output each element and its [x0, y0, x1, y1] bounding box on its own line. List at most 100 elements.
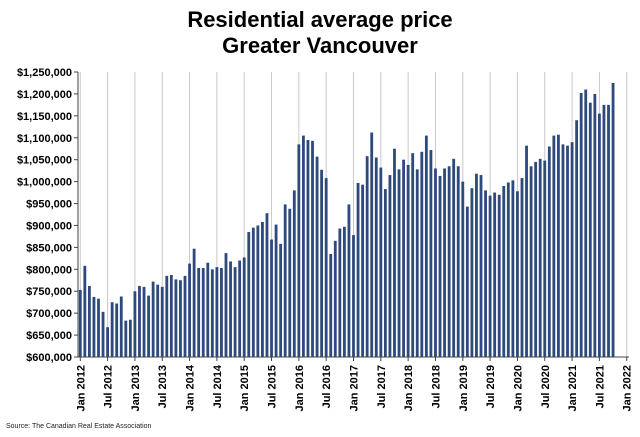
bar: [461, 181, 465, 357]
bar: [183, 275, 187, 357]
bar: [165, 275, 169, 357]
bar: [415, 169, 419, 357]
bar: [324, 178, 328, 357]
bar: [83, 265, 87, 357]
bar: [593, 93, 597, 358]
bar: [229, 261, 232, 357]
bar: [147, 295, 150, 357]
bar: [443, 168, 446, 357]
bar: [365, 156, 369, 357]
x-tick-label: Jul 2016: [321, 365, 333, 408]
bar: [115, 303, 119, 357]
x-tick-label: Jan 2018: [403, 365, 415, 411]
bar: [484, 190, 487, 357]
x-tick-label: Jan 2021: [567, 365, 579, 411]
bar: [456, 166, 460, 357]
bar: [311, 140, 314, 357]
x-tick-label: Jul 2019: [485, 365, 497, 408]
y-tick-label: $1,200,000: [17, 89, 72, 101]
bar: [607, 104, 610, 357]
bar: [429, 150, 433, 357]
bar: [552, 135, 556, 357]
bar: [402, 159, 405, 357]
bar: [265, 213, 269, 357]
bar: [215, 267, 219, 357]
x-tick-label: Jan 2020: [512, 365, 524, 411]
bar: [356, 182, 360, 357]
bar: [602, 104, 606, 357]
bar: [525, 145, 528, 357]
bar: [434, 168, 437, 357]
x-tick-label: Jul 2020: [540, 365, 552, 408]
y-tick-label: $600,000: [26, 352, 72, 364]
bar: [338, 228, 342, 357]
bar: [142, 286, 146, 357]
bar: [538, 158, 542, 357]
bar: [87, 285, 91, 357]
bar: [575, 120, 579, 357]
bar: [306, 139, 310, 357]
bar: [92, 296, 96, 357]
bar: [333, 240, 337, 357]
chart-title: Residential average price: [187, 7, 453, 32]
bar: [133, 291, 137, 357]
x-tick-label: Jan 2017: [349, 365, 361, 411]
bar: [119, 296, 123, 357]
bar: [475, 173, 478, 357]
bar: [420, 151, 424, 357]
chart-subtitle: Greater Vancouver: [222, 33, 418, 58]
bar: [479, 175, 483, 357]
bar: [192, 248, 196, 357]
bar: [570, 142, 574, 357]
bar: [342, 226, 346, 357]
bar: [124, 320, 128, 357]
y-tick-label: $850,000: [26, 242, 72, 254]
bar: [151, 281, 155, 357]
bar: [256, 225, 260, 357]
bar: [97, 298, 100, 357]
bar: [238, 260, 242, 357]
x-tick-label: Jul 2017: [376, 365, 388, 408]
bar: [160, 286, 164, 357]
x-tick-label: Jan 2022: [622, 365, 634, 411]
bar: [406, 164, 410, 357]
bar: [270, 239, 273, 357]
bar: [611, 82, 615, 358]
bar: [329, 253, 333, 357]
bar: [288, 208, 292, 357]
bar: [588, 102, 592, 357]
bar: [283, 204, 287, 357]
source-note: Source: The Canadian Real Estate Associa…: [6, 423, 152, 430]
bar: [561, 144, 565, 357]
bar: [516, 191, 519, 357]
bar: [233, 267, 237, 357]
y-tick-label: $800,000: [26, 264, 72, 276]
bar: [557, 134, 560, 357]
bar: [220, 267, 223, 357]
bar: [320, 169, 324, 357]
bar: [352, 235, 355, 357]
bar: [128, 319, 132, 357]
bar: [543, 160, 547, 357]
y-tick-label: $750,000: [26, 286, 72, 298]
y-tick-label: $1,150,000: [17, 111, 72, 123]
bar: [138, 285, 141, 357]
bar: [393, 148, 396, 357]
x-tick-labels: Jan 2012 Jul 2012 Jan 2013 Jul 2013 Jan 2014…: [75, 364, 633, 411]
bar: [347, 204, 351, 357]
bar: [101, 311, 105, 357]
bar: [361, 184, 365, 357]
bar: [438, 175, 442, 357]
bar: [261, 221, 264, 357]
x-tick-label: Jul 2018: [430, 365, 442, 408]
x-tick-label: Jan 2016: [294, 365, 306, 411]
y-tick-labels: $600,000 $650,000 $700,000 $750,000 $800,000…: [17, 67, 72, 364]
bar: [179, 280, 182, 357]
bar: [174, 279, 178, 357]
x-tick-label: Jul 2012: [103, 365, 115, 408]
y-tick-label: $700,000: [26, 308, 72, 320]
x-tick-label: Jan 2013: [130, 365, 142, 411]
bar: [388, 175, 392, 357]
bar: [292, 190, 296, 357]
